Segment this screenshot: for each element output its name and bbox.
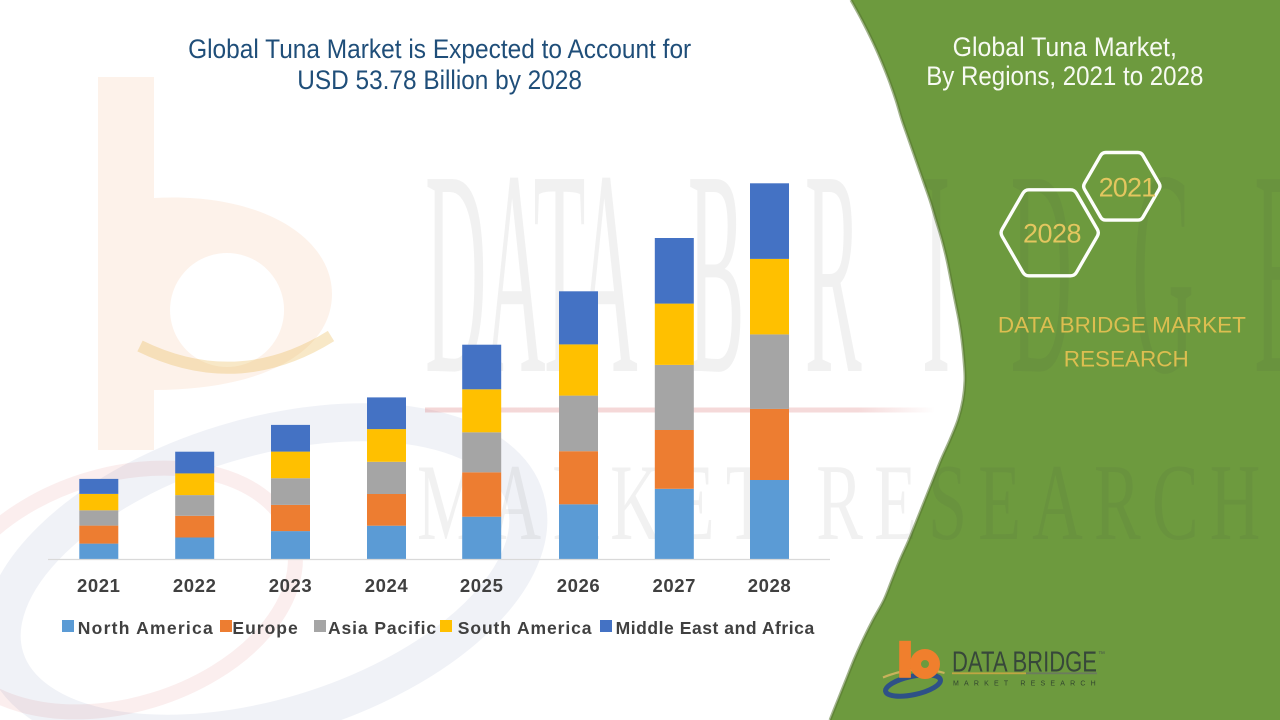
svg-text:™: ™	[1098, 651, 1105, 658]
svg-text:DATA BRIDGE MARKET: DATA BRIDGE MARKET	[998, 313, 1246, 338]
svg-text:RESEARCH: RESEARCH	[1064, 346, 1189, 371]
svg-text:By Regions, 2021 to 2028: By Regions, 2021 to 2028	[926, 62, 1203, 92]
svg-text:Global Tuna Market,: Global Tuna Market,	[953, 31, 1177, 62]
svg-text:2028: 2028	[1023, 219, 1081, 249]
svg-text:MARKET RESEARCH: MARKET RESEARCH	[953, 681, 1101, 688]
svg-text:2021: 2021	[1099, 172, 1156, 202]
